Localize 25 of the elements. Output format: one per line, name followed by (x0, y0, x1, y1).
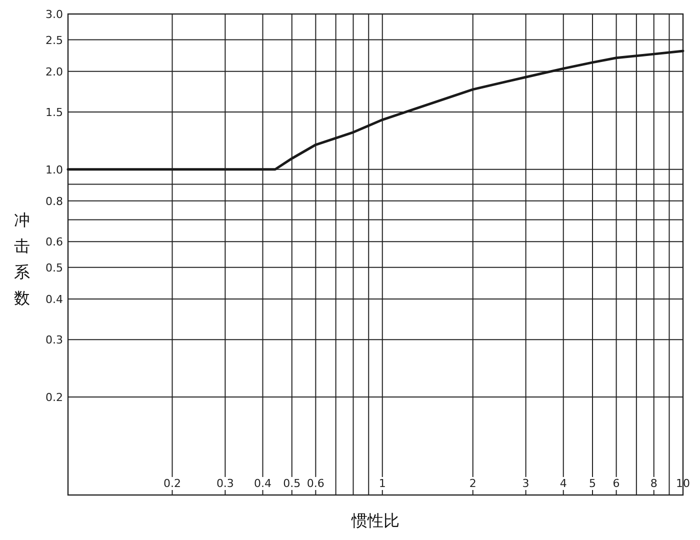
y-tick-label: 0.3 (46, 334, 63, 347)
x-axis-title: 惯性比 (350, 511, 400, 530)
y-tick-label: 1.0 (46, 163, 63, 176)
x-tick-label: 5 (589, 477, 596, 490)
y-tick-label: 0.5 (46, 261, 63, 274)
x-tick-label: 2 (469, 477, 476, 490)
y-axis-title: 冲击系数 (14, 210, 30, 308)
x-tick-label: 8 (650, 477, 658, 490)
y-tick-label: 0.6 (46, 236, 63, 249)
y-tick-label: 3.0 (46, 8, 63, 21)
x-tick-label: 1 (378, 477, 386, 490)
y-tick-label: 1.5 (46, 106, 63, 120)
x-tick-label: 0.2 (164, 477, 181, 490)
x-tick-label: 0.6 (306, 477, 324, 490)
x-tick-label: 0.5 (283, 477, 301, 490)
y-tick-label: 2.0 (46, 65, 63, 78)
x-tick-label: 6 (612, 477, 620, 490)
x-tick-label: 0.4 (254, 477, 272, 490)
y-tick-label: 0.8 (46, 194, 63, 208)
x-tick-label: 4 (560, 477, 567, 490)
x-tick-label: 3 (522, 477, 530, 490)
y-tick-label: 0.2 (46, 390, 63, 404)
x-tick-label: 0.3 (216, 477, 234, 490)
y-tick-label: 2.5 (46, 34, 63, 47)
y-tick-label: 0.4 (46, 292, 63, 306)
